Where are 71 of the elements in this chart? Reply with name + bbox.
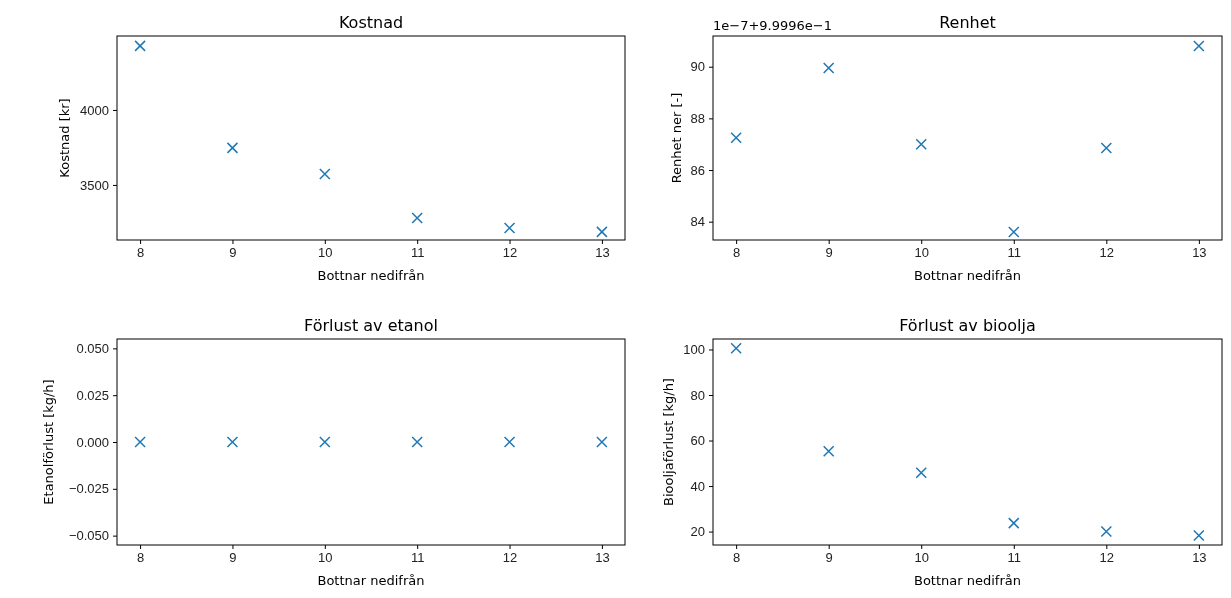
- x-tick-label: 11: [410, 245, 425, 261]
- x-tick-label: 11: [1007, 245, 1022, 261]
- point: [134, 40, 146, 52]
- y-axis-title: Kostnad [kr]: [57, 98, 72, 178]
- x-tick-label: 13: [1192, 245, 1207, 261]
- x-tick-label: 8: [733, 245, 741, 261]
- x-tick-label: 8: [733, 550, 741, 566]
- x-tick-label: 8: [136, 245, 145, 261]
- point: [1193, 529, 1205, 542]
- x-tick-label: 13: [1192, 550, 1207, 566]
- x-tick-label: 10: [914, 245, 929, 261]
- chart-title: Förlust av bioolja: [899, 316, 1036, 335]
- point: [411, 212, 423, 224]
- x-tick-label: 8: [136, 550, 145, 566]
- x-tick-label: 11: [410, 550, 425, 566]
- x-tick-label: 10: [914, 550, 929, 566]
- x-tick-label: 10: [318, 245, 333, 261]
- point: [1008, 517, 1020, 529]
- x-axis-title: Bottnar nedifrån: [914, 268, 1021, 283]
- y-tick-label: −0.050: [68, 528, 109, 544]
- y-tick-label: 88: [690, 111, 705, 127]
- x-tick-label: 12: [1099, 550, 1115, 566]
- point: [596, 226, 608, 238]
- y-tick-label: 86: [690, 162, 705, 178]
- point: [822, 62, 835, 74]
- x-tick-label: 13: [595, 245, 610, 261]
- text: 1e−7+9.9996e−1: [713, 18, 832, 33]
- point: [730, 342, 742, 355]
- y-tick-label: 0.000: [76, 434, 109, 450]
- x-axis-title: Bottnar nedifrån: [317, 268, 425, 283]
- x-tick-label: 12: [1099, 245, 1115, 261]
- x-axis-title: Bottnar nedifrån: [317, 573, 425, 588]
- x-tick-label: 13: [595, 550, 610, 566]
- y-tick-label: 3500: [80, 177, 109, 193]
- chart-title: Renhet: [939, 13, 996, 32]
- y-tick-label: −0.025: [68, 481, 109, 497]
- chart-title: Förlust av etanol: [304, 316, 438, 335]
- point: [1100, 142, 1113, 154]
- x-tick-label: 9: [229, 550, 237, 566]
- y-tick-label: 80: [690, 387, 705, 403]
- y-tick-label: 20: [690, 524, 705, 540]
- y-tick-label: 0.050: [76, 341, 109, 357]
- point: [915, 467, 927, 479]
- x-tick-label: 12: [502, 550, 518, 566]
- point: [915, 138, 927, 150]
- point: [1008, 226, 1020, 238]
- y-tick-label: 84: [690, 214, 705, 230]
- x-tick-label: 9: [229, 245, 237, 261]
- chart-title: Kostnad: [338, 13, 404, 32]
- y-axis-title: Renhet ner [-]: [669, 92, 684, 184]
- x-tick-label: 10: [318, 550, 333, 566]
- y-axis-title: Biooljaförlust [kg/h]: [661, 378, 676, 506]
- y-tick-label: 90: [690, 59, 705, 75]
- x-tick-label: 12: [502, 245, 518, 261]
- point: [1100, 525, 1113, 538]
- x-tick-label: 9: [825, 550, 833, 566]
- y-tick-label: 100: [683, 342, 705, 358]
- y-tick-label: 40: [690, 478, 705, 494]
- y-tick-label: 0.025: [76, 387, 109, 403]
- x-axis-title: Bottnar nedifrån: [914, 573, 1021, 588]
- point: [822, 445, 835, 457]
- point: [319, 168, 331, 180]
- point: [503, 222, 516, 234]
- point: [226, 142, 239, 154]
- y-axis-title: Etanolförlust [kg/h]: [41, 379, 56, 505]
- y-tick-label: 4000: [80, 102, 109, 118]
- x-tick-label: 9: [825, 245, 833, 261]
- point: [730, 131, 742, 144]
- x-tick-label: 11: [1007, 550, 1022, 566]
- point: [1193, 40, 1205, 52]
- y-tick-label: 60: [690, 433, 705, 449]
